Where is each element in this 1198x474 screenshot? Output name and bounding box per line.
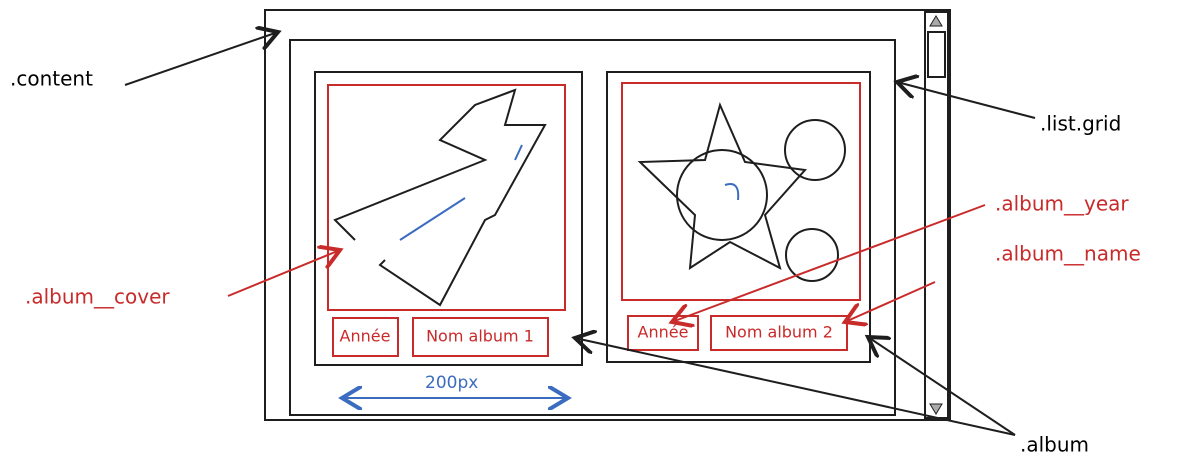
album-year-box bbox=[627, 315, 699, 351]
scroll-thumb[interactable] bbox=[927, 31, 946, 78]
list-grid-box bbox=[289, 39, 896, 416]
cover-stroke bbox=[724, 183, 740, 201]
label: .list.grid bbox=[1040, 112, 1121, 136]
album-year: Année bbox=[340, 327, 391, 346]
arrow bbox=[845, 281, 936, 322]
album-year: Année bbox=[638, 323, 689, 342]
scroll-down[interactable] bbox=[929, 403, 943, 415]
album-name-box bbox=[710, 315, 848, 351]
scroll-up[interactable] bbox=[929, 15, 943, 27]
album-year-box bbox=[332, 317, 399, 357]
label: .content bbox=[10, 67, 93, 91]
album-name-box bbox=[412, 317, 549, 357]
label: .album__cover bbox=[25, 285, 170, 309]
cover-circle bbox=[784, 119, 846, 181]
cover-circle bbox=[676, 149, 768, 241]
album-name: Nom album 2 bbox=[725, 323, 833, 342]
content-box bbox=[264, 9, 951, 421]
cover-stroke bbox=[399, 144, 523, 241]
cover-circle bbox=[785, 228, 839, 282]
cover-star bbox=[637, 102, 807, 270]
album-name: Nom album 1 bbox=[426, 327, 534, 346]
album-cover bbox=[621, 82, 861, 301]
album-cover bbox=[327, 84, 566, 311]
arrow bbox=[672, 204, 986, 322]
arrow bbox=[868, 337, 1016, 436]
album-box bbox=[606, 71, 871, 363]
arrow bbox=[575, 338, 1016, 436]
label: .album bbox=[1020, 433, 1089, 457]
cover-shape bbox=[333, 88, 547, 307]
arrow bbox=[897, 82, 1036, 119]
label: .album__year bbox=[995, 192, 1129, 216]
album-box bbox=[314, 71, 583, 366]
dimension-label: 200px bbox=[425, 373, 478, 393]
arrow bbox=[124, 32, 278, 86]
arrow bbox=[227, 250, 340, 297]
label: .album__name bbox=[995, 242, 1141, 266]
